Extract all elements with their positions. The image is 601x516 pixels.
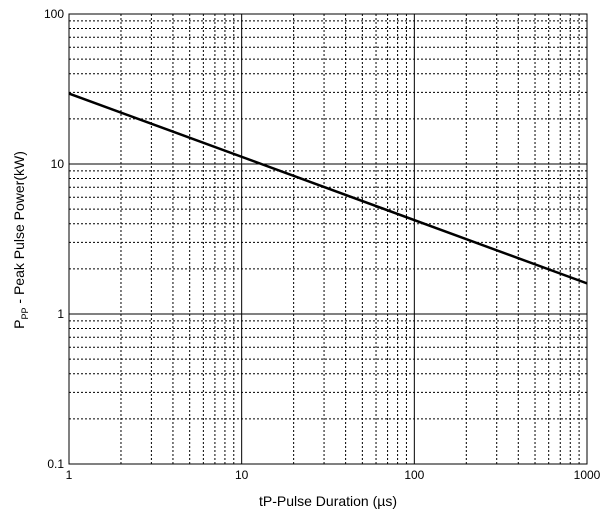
y-axis-label-main: P — [11, 320, 27, 329]
y-axis-label-rest: - Peak Pulse Power(kW) — [11, 151, 27, 307]
x-tick-label: 10 — [235, 468, 249, 482]
y-axis-label-sub: PP — [20, 308, 30, 320]
major-grid — [69, 14, 587, 464]
series-line-0 — [68, 92, 588, 285]
series-group — [68, 92, 588, 285]
y-tick-label: 0.1 — [47, 457, 64, 471]
y-axis-label: PPP - Peak Pulse Power(kW) — [11, 151, 30, 329]
x-tick-label: 1 — [66, 468, 73, 482]
plot-frame — [68, 13, 588, 465]
x-tick-labels: 1 10 100 1000 — [66, 468, 601, 482]
y-tick-label: 1 — [57, 307, 64, 321]
y-tick-labels: 0.1 1 10 100 — [44, 7, 64, 471]
x-tick-label: 1000 — [574, 468, 601, 482]
minor-grid — [69, 14, 587, 464]
y-tick-label: 10 — [51, 157, 65, 171]
x-axis-label: tP-Pulse Duration (µs) — [259, 493, 397, 509]
x-tick-label: 100 — [404, 468, 424, 482]
y-tick-label: 100 — [44, 7, 64, 21]
